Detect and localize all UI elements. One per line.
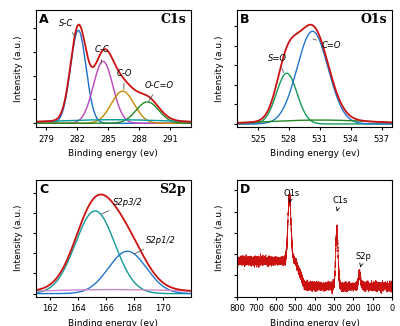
Text: C1s: C1s — [332, 196, 348, 211]
X-axis label: Binding energy (ev): Binding energy (ev) — [270, 149, 360, 158]
Text: A: A — [39, 13, 49, 26]
Text: C=O: C=O — [313, 39, 341, 50]
Text: S-C: S-C — [59, 19, 76, 37]
Y-axis label: Intensity (a.u.): Intensity (a.u.) — [14, 205, 23, 271]
Text: O-C=O: O-C=O — [144, 81, 174, 101]
Text: S=O: S=O — [268, 53, 287, 73]
Y-axis label: Intensity (a.u.): Intensity (a.u.) — [14, 35, 23, 102]
Text: C: C — [39, 183, 48, 196]
X-axis label: Binding energy (ev): Binding energy (ev) — [270, 319, 360, 326]
X-axis label: Binding energy (ev): Binding energy (ev) — [68, 149, 158, 158]
Text: C1s: C1s — [160, 13, 186, 26]
Text: S2p3/2: S2p3/2 — [102, 198, 143, 214]
Text: S2p: S2p — [160, 183, 186, 196]
Text: C-C: C-C — [95, 45, 110, 63]
Text: B: B — [240, 13, 250, 26]
X-axis label: Binding energy (ev): Binding energy (ev) — [68, 319, 158, 326]
Y-axis label: Intensity (a.u.): Intensity (a.u.) — [215, 35, 224, 102]
Text: O1s: O1s — [284, 188, 300, 202]
Text: S2p: S2p — [355, 252, 371, 267]
Y-axis label: Intensity (a.u.): Intensity (a.u.) — [215, 205, 224, 271]
Text: S2p1/2: S2p1/2 — [134, 236, 176, 254]
Text: O1s: O1s — [361, 13, 387, 26]
Text: D: D — [240, 183, 250, 196]
Text: C-O: C-O — [116, 69, 132, 90]
